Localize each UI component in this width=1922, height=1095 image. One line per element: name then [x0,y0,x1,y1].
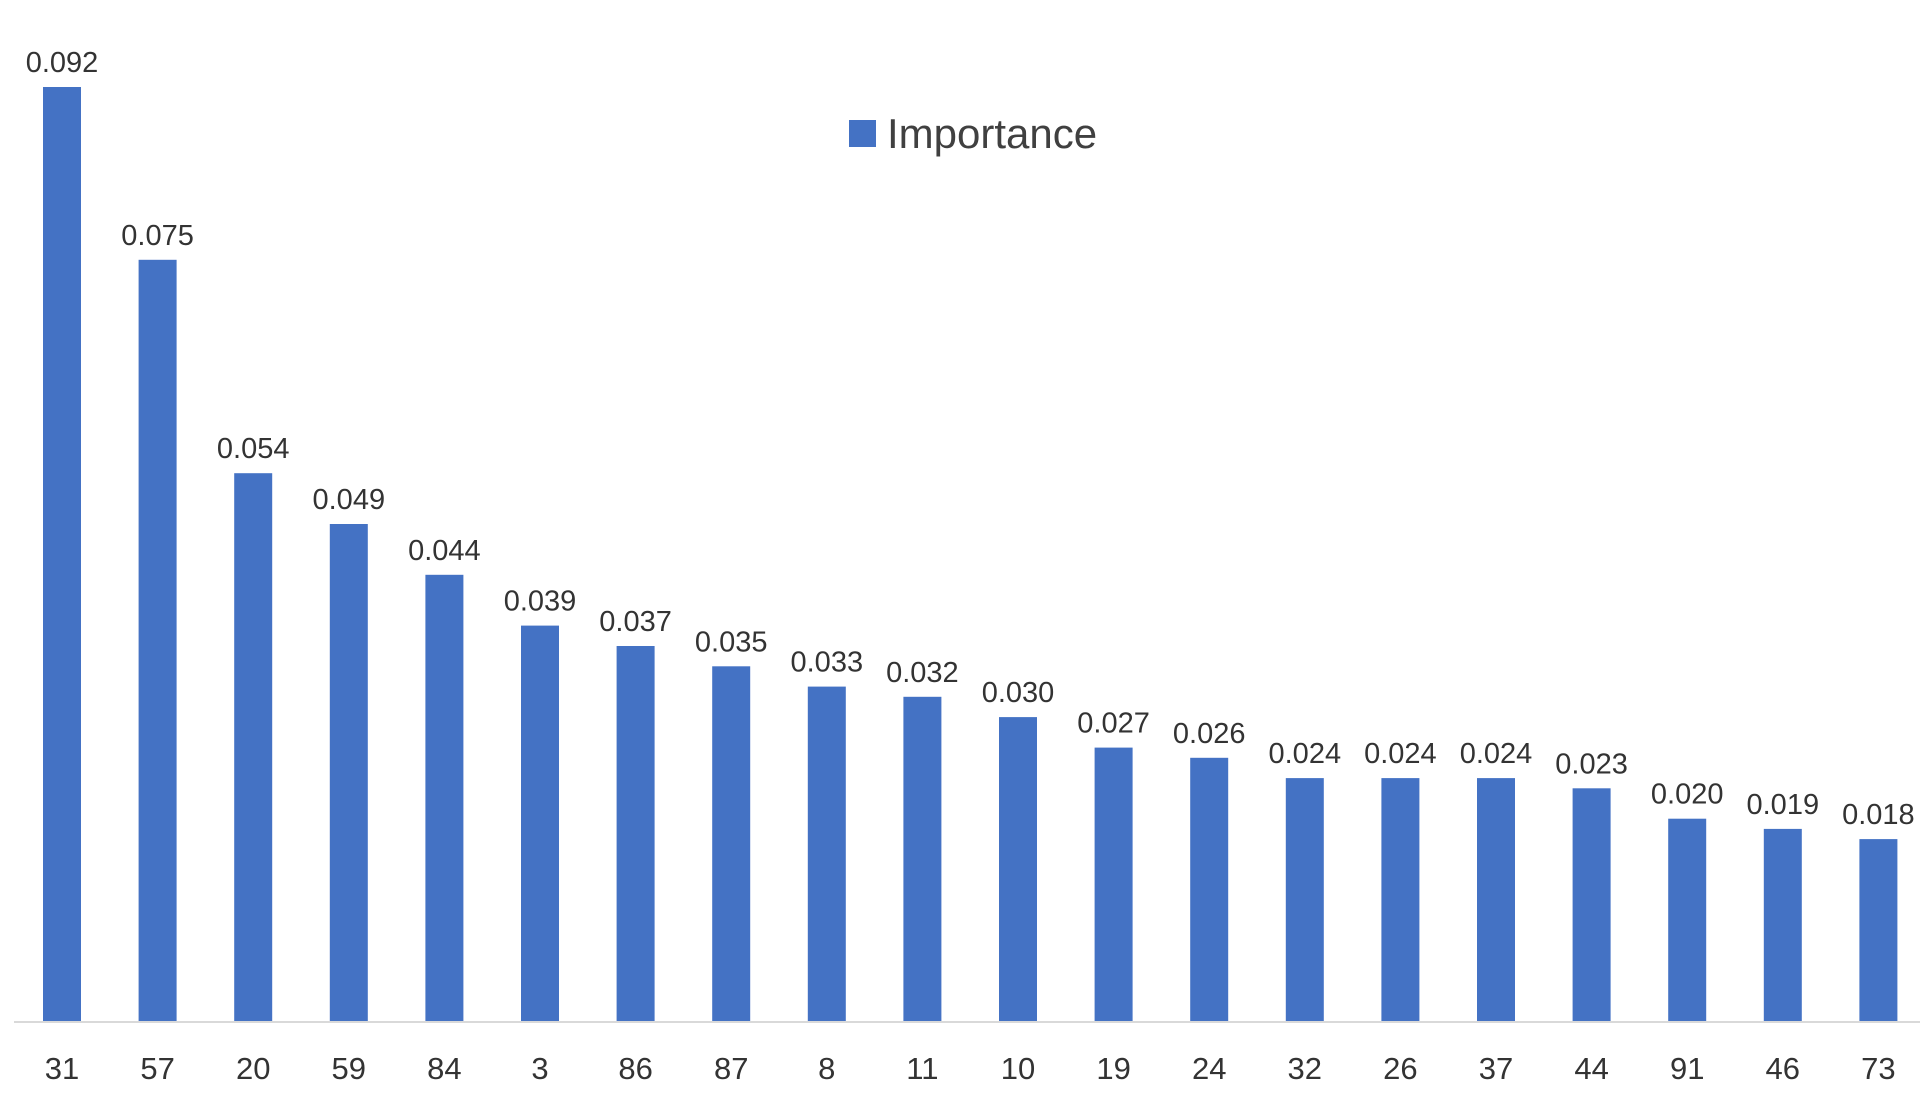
x-tick-label-44: 44 [1574,1051,1608,1086]
x-tick-label-31: 31 [45,1051,79,1086]
bar-10 [999,717,1037,1022]
x-tick-label-24: 24 [1192,1051,1226,1086]
bar-37 [1477,778,1515,1022]
data-label-11: 0.032 [886,657,959,689]
data-label-84: 0.044 [408,535,481,567]
bars-layer [43,87,1898,1023]
bar-20 [234,473,273,1022]
data-label-24: 0.026 [1173,718,1246,750]
bar-31 [43,87,81,1022]
x-tick-label-20: 20 [236,1051,270,1086]
bar-8 [807,686,846,1022]
bar-32 [1285,778,1324,1022]
bar-59 [329,524,368,1022]
data-label-46: 0.019 [1747,789,1820,821]
data-label-10: 0.030 [982,677,1055,709]
x-tick-label-59: 59 [332,1051,366,1086]
bar-84 [425,574,464,1022]
data-label-20: 0.054 [217,433,290,465]
data-label-87: 0.035 [695,626,768,658]
bar-11 [903,696,942,1022]
data-label-44: 0.023 [1555,748,1628,780]
x-tick-label-73: 73 [1861,1051,1895,1086]
data-label-31: 0.092 [26,47,99,79]
bar-57 [138,259,177,1022]
x-tick-label-10: 10 [1001,1051,1035,1086]
data-label-32: 0.024 [1269,738,1342,770]
data-label-86: 0.037 [599,606,672,638]
x-tick-label-91: 91 [1670,1051,1704,1086]
bar-86 [616,646,655,1022]
data-labels-layer: 0.092 0.075 0.054 0.049 0.044 0.039 0.037 0.035… [26,47,1915,831]
legend-label: Importance [887,110,1097,157]
data-label-73: 0.018 [1842,799,1915,831]
bar-87 [712,666,751,1022]
data-label-37: 0.024 [1460,738,1533,770]
legend-swatch [849,120,876,147]
data-label-8: 0.033 [791,647,864,679]
x-tick-label-8: 8 [818,1051,835,1086]
x-tick-label-19: 19 [1096,1051,1130,1086]
x-tick-label-26: 26 [1383,1051,1417,1086]
bar-91 [1668,818,1707,1022]
x-tick-label-84: 84 [427,1051,461,1086]
legend: Importance [849,110,1097,157]
x-tick-label-57: 57 [140,1051,174,1086]
bar-19 [1094,747,1133,1022]
bar-44 [1572,788,1611,1023]
x-tick-label-46: 46 [1766,1051,1800,1086]
bar-46 [1763,828,1802,1022]
data-label-91: 0.020 [1651,779,1724,811]
data-label-57: 0.075 [121,220,194,252]
x-tick-label-37: 37 [1479,1051,1513,1086]
x-tick-label-87: 87 [714,1051,748,1086]
bar-24 [1190,757,1229,1022]
x-tick-label-3: 3 [531,1051,548,1086]
data-label-26: 0.024 [1364,738,1437,770]
x-tick-labels-layer: 31 57 20 59 84 3 86 87 8 11 10 19 24 32 26 37 44 91 46 73 [45,1051,1896,1086]
x-tick-label-32: 32 [1288,1051,1322,1086]
bar-26 [1381,778,1420,1022]
data-label-19: 0.027 [1077,708,1150,740]
x-tick-label-11: 11 [906,1051,938,1086]
data-label-59: 0.049 [313,484,386,516]
bar-3 [521,625,559,1022]
data-label-3: 0.039 [504,586,577,618]
x-tick-label-86: 86 [618,1051,652,1086]
bar-73 [1859,839,1898,1022]
